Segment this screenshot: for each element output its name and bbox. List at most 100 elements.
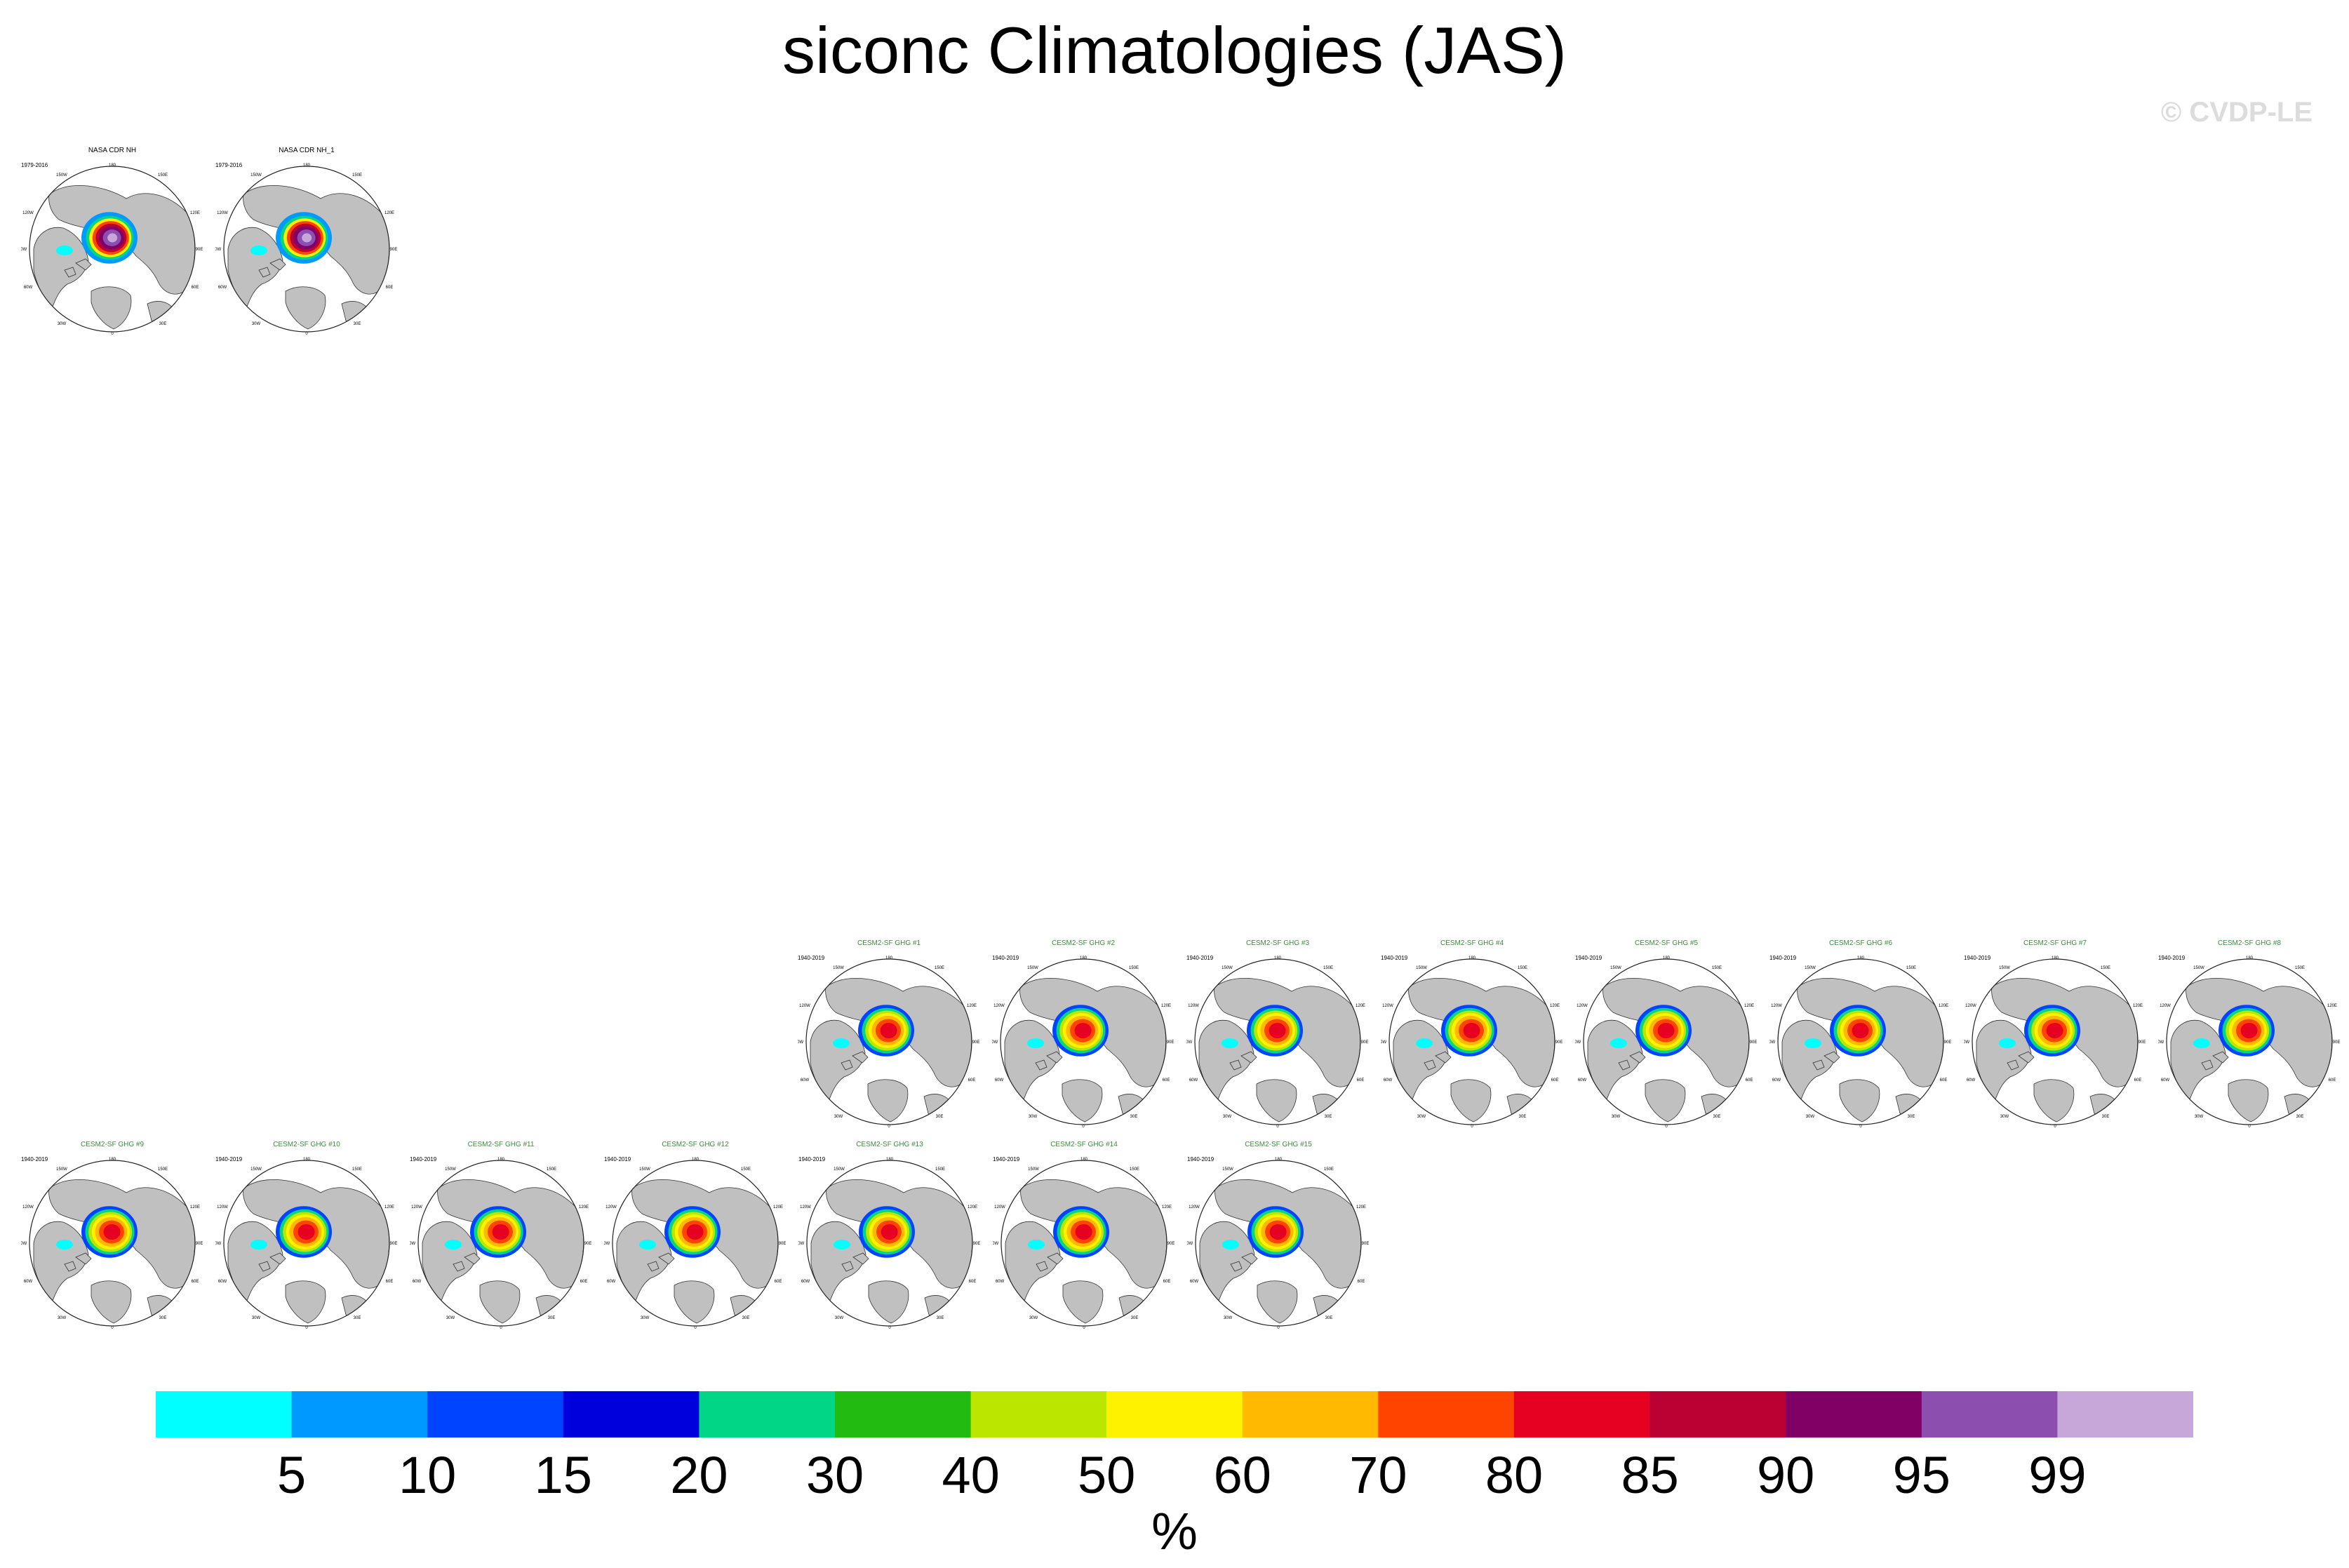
- land-mask: [64, 1261, 76, 1272]
- polar-map: 180 150W 150E 120W 120E 90W 90E 60W 60E 30W 30E 0: [604, 1158, 786, 1330]
- longitude-label: 120W: [1965, 1004, 1976, 1008]
- longitude-label: 150E: [1518, 966, 1527, 970]
- longitude-label: 30E: [1131, 1316, 1139, 1320]
- longitude-label: 90W: [798, 1040, 804, 1045]
- land-mask: [841, 1059, 853, 1071]
- sea-ice-patch: [250, 1240, 267, 1249]
- sea-ice-patch: [56, 246, 73, 255]
- longitude-label: 0: [1083, 1326, 1085, 1330]
- sea-ice-patch: [834, 1240, 850, 1249]
- longitude-label: 60E: [192, 1280, 199, 1284]
- land-mask: [1062, 1079, 1103, 1123]
- longitude-label: 150W: [1222, 966, 1233, 970]
- panel-period: 1940-2019: [21, 1156, 48, 1162]
- sea-ice-patch: [1999, 1038, 2016, 1048]
- longitude-label: 60W: [24, 286, 33, 290]
- colorbar-tick-label: 40: [942, 1446, 1000, 1504]
- sea-ice-contour: [107, 233, 118, 243]
- polar-map: 180 150W 150E 120W 120E 90W 90E 60W 60E 30W 30E 0: [798, 1158, 980, 1330]
- longitude-label: 120E: [190, 211, 200, 215]
- longitude-label: 150E: [158, 173, 168, 177]
- longitude-label: 60W: [24, 1280, 33, 1284]
- longitude-label: 60W: [1967, 1078, 1976, 1083]
- colorbar-segment: [2057, 1391, 2193, 1438]
- longitude-label: 90E: [390, 1242, 398, 1246]
- panel-title: CESM2-SF GHG #6: [1828, 939, 1893, 947]
- longitude-label: 90E: [1362, 1242, 1370, 1246]
- longitude-label: 30W: [58, 1316, 67, 1320]
- longitude-label: 180: [497, 1158, 505, 1162]
- longitude-label: 30W: [1223, 1115, 1232, 1119]
- longitude-label: 90W: [604, 1242, 610, 1246]
- longitude-label: 60W: [1384, 1078, 1393, 1083]
- longitude-label: 30W: [834, 1115, 843, 1119]
- colorbar-units: %: [1151, 1502, 1198, 1560]
- colorbar-tick-label: 85: [1621, 1446, 1679, 1504]
- longitude-label: 30W: [1417, 1115, 1426, 1119]
- longitude-label: 60E: [1746, 1078, 1753, 1083]
- map-panel: CESM2-SF GHG #13 180 150W 150E 120W 120E 90W 90…: [798, 1138, 981, 1341]
- panel-title: CESM2-SF GHG #14: [1050, 1141, 1118, 1148]
- panel-period: 1979-2016: [21, 162, 48, 168]
- longitude-label: 150E: [935, 966, 944, 970]
- panel-period: 1940-2019: [798, 1156, 826, 1162]
- panel-title: CESM2-SF GHG #3: [1245, 939, 1310, 947]
- polar-map: 180 150W 150E 120W 120E 90W 90E 60W 60E 30W 30E 0: [1575, 956, 1757, 1129]
- polar-map: 180 150W 150E 120W 120E 90W 90E 60W 60E 30W 30E 0: [1186, 956, 1368, 1129]
- polar-map: 180 150W 150E 120W 120E 90W 90E 60W 60E 30W 30E 0: [21, 163, 203, 336]
- longitude-label: 120W: [1771, 1004, 1782, 1008]
- longitude-label: 120W: [993, 1004, 1005, 1008]
- longitude-label: 150W: [1027, 966, 1038, 970]
- longitude-label: 150W: [250, 1167, 262, 1172]
- map-boundary: [1001, 1160, 1167, 1327]
- longitude-label: 90W: [410, 1242, 416, 1246]
- map-boundary: [1583, 958, 1750, 1125]
- longitude-label: 150E: [547, 1167, 556, 1172]
- sea-ice-patch: [1805, 1038, 1821, 1048]
- longitude-label: 150W: [1999, 966, 2010, 970]
- longitude-label: 180: [1080, 956, 1088, 960]
- map-panel: CESM2-SF GHG #4 180 150W 150E 120W 120E 90W 90E…: [1381, 937, 1563, 1140]
- longitude-label: 150E: [741, 1167, 751, 1172]
- sea-ice-contour: [1074, 1022, 1092, 1039]
- panel-title: CESM2-SF GHG #8: [2217, 939, 2282, 947]
- map-panel: CESM2-SF GHG #7 180 150W 150E 120W 120E 90W 90E…: [1964, 937, 2146, 1140]
- land-mask: [1450, 1079, 1492, 1123]
- longitude-label: 120W: [1189, 1205, 1200, 1209]
- panel-period: 1979-2016: [215, 162, 243, 168]
- longitude-label: 120E: [968, 1205, 977, 1209]
- longitude-label: 60E: [1163, 1078, 1170, 1083]
- longitude-label: 150W: [833, 966, 844, 970]
- panel-period: 1940-2019: [1575, 955, 1602, 961]
- longitude-label: 150E: [1906, 966, 1916, 970]
- longitude-label: 120E: [384, 211, 394, 215]
- polar-map: 180 150W 150E 120W 120E 90W 90E 60W 60E 30W 30E 0: [21, 1158, 203, 1330]
- longitude-label: 90E: [196, 1242, 203, 1246]
- panel-title: CESM2-SF GHG #11: [467, 1141, 535, 1148]
- polar-map: 180 150W 150E 120W 120E 90W 90E 60W 60E 30W 30E 0: [1187, 1158, 1370, 1330]
- longitude-label: 30E: [1519, 1115, 1527, 1119]
- longitude-label: 60E: [968, 1078, 976, 1083]
- map-boundary: [1195, 1160, 1362, 1327]
- longitude-label: 120E: [1744, 1004, 1754, 1008]
- colorbar-segment: [699, 1391, 836, 1438]
- longitude-label: 150E: [2295, 966, 2305, 970]
- land-mask: [1062, 1280, 1104, 1324]
- longitude-label: 60E: [2134, 1078, 2142, 1083]
- longitude-label: 30W: [1806, 1115, 1815, 1119]
- longitude-label: 120E: [1939, 1004, 1948, 1008]
- longitude-label: 120E: [1162, 1205, 1172, 1209]
- colorbar-tick-label: 99: [2028, 1446, 2087, 1504]
- panel-title: CESM2-SF GHG #4: [1440, 939, 1504, 947]
- longitude-label: 30E: [1713, 1115, 1721, 1119]
- colorbar-tick-label: 50: [1078, 1446, 1136, 1504]
- sea-ice-contour: [103, 1224, 121, 1240]
- longitude-label: 150W: [250, 173, 262, 177]
- panel-period: 1940-2019: [2158, 955, 2186, 961]
- longitude-label: 120W: [1188, 1004, 1199, 1008]
- polar-map: 180 150W 150E 120W 120E 90W 90E 60W 60E 30W 30E 0: [410, 1158, 591, 1330]
- land-mask: [285, 286, 326, 330]
- colorbar-segment: [156, 1391, 293, 1438]
- longitude-label: 120E: [2133, 1004, 2143, 1008]
- longitude-label: 150E: [1130, 1167, 1139, 1172]
